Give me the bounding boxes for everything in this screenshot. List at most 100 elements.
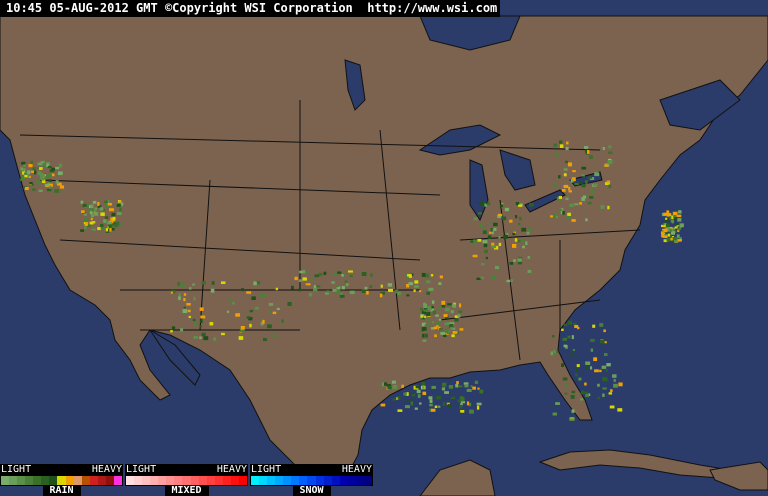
radar-echo — [454, 318, 459, 322]
radar-echo — [663, 223, 667, 226]
radar-echo — [571, 335, 574, 340]
radar-echo — [349, 290, 355, 295]
radar-echo — [414, 280, 419, 284]
radar-echo — [563, 323, 568, 327]
radar-echo — [476, 277, 481, 281]
radar-echo — [269, 310, 273, 314]
radar-echo — [578, 377, 582, 381]
radar-echo — [111, 227, 115, 231]
legend-swatch — [73, 476, 82, 485]
radar-echo — [665, 223, 670, 228]
legend-heavy-label: HEAVY — [216, 464, 247, 475]
radar-echo — [613, 383, 618, 388]
radar-echo — [426, 312, 431, 316]
radar-echo — [491, 230, 494, 235]
radar-echo — [504, 207, 510, 212]
radar-echo — [566, 141, 569, 145]
radar-echo — [435, 321, 440, 326]
radar-echo — [281, 319, 284, 323]
radar-echo — [485, 256, 488, 260]
radar-echo — [450, 326, 453, 330]
radar-echo — [341, 286, 345, 290]
radar-echo — [570, 178, 574, 183]
radar-echo — [562, 210, 565, 215]
radar-echo — [54, 166, 60, 170]
legend-swatch — [126, 476, 135, 485]
radar-echo — [442, 402, 446, 406]
radar-echo — [421, 316, 425, 320]
radar-echo — [448, 385, 454, 389]
radar-echo — [369, 284, 373, 289]
radar-echo — [444, 315, 449, 320]
radar-echo — [454, 315, 460, 319]
radar-echo — [601, 365, 607, 369]
radar-echo — [512, 243, 517, 248]
radar-echo — [520, 239, 526, 243]
lake-superior — [418, 124, 502, 156]
radar-echo — [188, 315, 191, 319]
radar-echo — [669, 216, 672, 221]
radar-echo — [40, 161, 44, 164]
radar-echo — [674, 217, 678, 220]
radar-echo — [87, 203, 90, 208]
radar-echo — [192, 318, 196, 322]
radar-echo — [677, 239, 682, 242]
radar-echo — [201, 332, 206, 337]
radar-echo — [90, 217, 93, 221]
radar-echo — [103, 219, 107, 224]
radar-echo — [421, 327, 427, 331]
radar-echo — [249, 309, 254, 313]
radar-echo — [406, 276, 409, 280]
radar-echo — [56, 182, 62, 186]
radar-echo — [383, 382, 388, 386]
radar-echo — [262, 319, 265, 324]
radar-echo — [97, 202, 100, 206]
radar-echoes — [20, 140, 684, 421]
radar-echo — [46, 174, 49, 177]
legend-swatch — [198, 476, 207, 485]
radar-echo — [670, 231, 676, 235]
radar-echo — [37, 162, 43, 166]
legend-heavy-label: HEAVY — [341, 464, 372, 475]
radar-echo — [487, 235, 492, 239]
radar-echo — [503, 234, 509, 239]
radar-echo — [552, 412, 557, 416]
radar-echo — [438, 306, 442, 310]
radar-echo — [609, 405, 615, 409]
radar-echo — [361, 289, 365, 293]
radar-echo — [559, 144, 564, 148]
radar-echo — [44, 176, 47, 180]
radar-echo — [188, 287, 192, 290]
radar-echo — [587, 176, 593, 179]
radar-echo — [46, 188, 52, 192]
radar-echo — [170, 330, 173, 333]
radar-echo — [302, 277, 307, 281]
radar-echo — [435, 314, 439, 317]
radar-echo — [568, 186, 571, 191]
radar-echo — [446, 402, 450, 406]
legend-swatch — [97, 476, 106, 485]
radar-echo — [105, 228, 109, 232]
radar-echo — [441, 387, 446, 391]
radar-echo — [248, 316, 253, 321]
lake-huron — [499, 149, 536, 191]
radar-echo — [584, 391, 588, 394]
radar-echo — [561, 363, 565, 368]
legend-swatch — [17, 476, 26, 485]
legend-swatch — [267, 476, 276, 485]
radar-echo — [459, 328, 464, 331]
radar-echo — [102, 208, 106, 212]
radar-echo — [550, 215, 553, 218]
legend-rain: LIGHT HEAVY RAIN — [0, 464, 123, 496]
radar-echo — [570, 394, 575, 399]
radar-echo — [423, 303, 428, 308]
radar-echo — [97, 205, 102, 208]
radar-echo — [675, 222, 680, 226]
radar-echo — [525, 241, 528, 246]
radar-echo — [423, 315, 427, 318]
radar-echo — [410, 401, 414, 406]
radar-echo — [477, 212, 483, 215]
radar-echo — [432, 310, 436, 315]
radar-echo — [187, 309, 191, 313]
